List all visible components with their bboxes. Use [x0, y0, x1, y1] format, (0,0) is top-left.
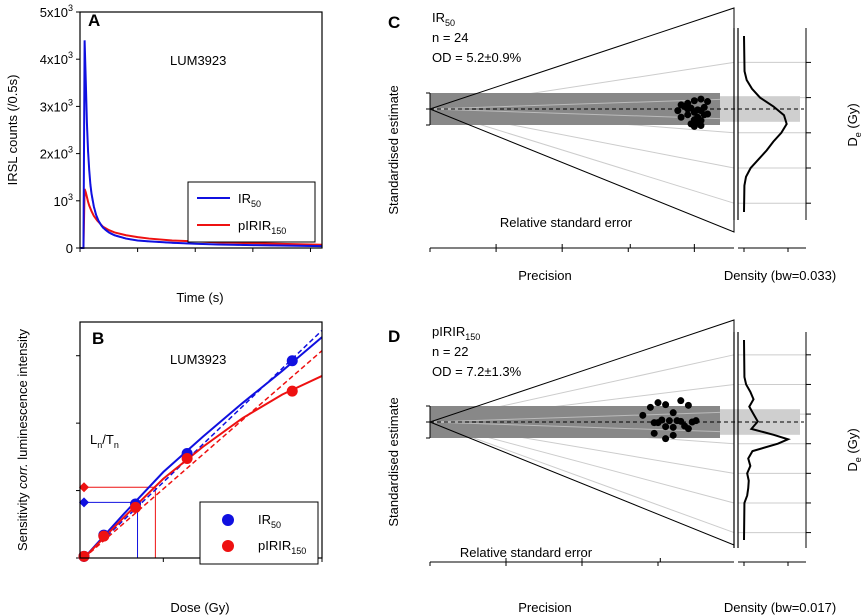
panel-b-lntn-marker-pirir150	[79, 482, 89, 493]
panel-d-title: pIRIR150	[432, 324, 480, 342]
panel-d-data-point	[684, 401, 692, 409]
panel-c-data-point	[684, 111, 692, 119]
panel-d-data-point	[684, 425, 692, 433]
panel-c-data-point	[694, 118, 702, 126]
panel-b-data-point-pirir150	[130, 501, 142, 513]
panel-b-sample-label: LUM3923	[170, 352, 226, 367]
panel-b-data-point-pirir150	[98, 530, 110, 542]
panel-d-y-axis-title: Standardised estimate	[386, 397, 401, 526]
panel-c-data-point	[690, 108, 698, 116]
panel-d-data-point	[646, 403, 654, 411]
panel-d-rse-title: Relative standard error	[460, 545, 593, 560]
panel-a-y-tick-label: 0	[66, 241, 73, 256]
panel-d-data-point	[669, 431, 677, 439]
panel-b-x-axis-title: Dose (Gy)	[170, 600, 229, 615]
panel-a-y-tick-label: 103	[54, 192, 73, 209]
panel-b-lntn-marker-ir50	[79, 497, 89, 508]
panel-b-data-point-ir50	[286, 355, 298, 367]
panel-a-legend-pirir150-label: pIRIR150	[238, 218, 286, 236]
panel-d-letter: D	[388, 327, 400, 346]
panel-b: B LUM3923 Ln/Tn Dose (Gy) Sensitivity co…	[15, 321, 323, 615]
panel-b-data-point-pirir150	[78, 550, 90, 562]
panel-a-y-tick-label: 2x103	[40, 145, 73, 162]
panel-b-legend: IR50 pIRIR150	[199, 501, 319, 565]
panel-b-legend-pirir150-label: pIRIR150	[258, 538, 306, 556]
panel-d-kde-curve	[743, 339, 791, 541]
panel-c-od-label: OD = 5.2±0.9%	[432, 50, 522, 65]
panel-c-z-axis-title: De (Gy)	[845, 103, 863, 146]
panel-b-legend-pirir150-marker	[222, 540, 234, 552]
panel-c: C IR50 n = 24 OD = 5.2±0.9% Standardised…	[386, 7, 863, 283]
panel-d-z-axis-title: De (Gy)	[845, 428, 863, 471]
panel-b-linear-fit-ir50	[83, 329, 323, 559]
panel-d-data-point	[654, 399, 662, 407]
panel-d-data-point	[639, 411, 647, 419]
panel-a: A 0 103 2x103 3x103 4x103 5x103 LUM3923 Time …	[5, 3, 323, 305]
panel-c-data-point	[704, 98, 712, 106]
panel-b-legend-ir50-label: IR50	[258, 512, 281, 530]
panel-d-precision-title: Precision	[518, 600, 571, 615]
panel-d-data-point	[677, 397, 685, 405]
panel-c-n-label: n = 24	[432, 30, 469, 45]
panel-d-data-point	[669, 423, 677, 431]
panel-c-band-ref-upper	[429, 98, 721, 110]
panel-c-letter: C	[388, 13, 400, 32]
panel-b-letter: B	[92, 329, 104, 348]
panel-a-letter: A	[88, 11, 100, 30]
panel-c-data-point	[684, 105, 692, 113]
panel-c-density-title: Density (bw=0.033)	[724, 268, 836, 283]
panel-c-data-point	[677, 113, 685, 121]
panel-c-y-axis-title: Standardised estimate	[386, 85, 401, 214]
panel-c-rse-title: Relative standard error	[500, 215, 633, 230]
panel-b-data-point-pirir150	[286, 385, 298, 397]
panel-a-y-axis-title: IRSL counts (/0.5s)	[5, 75, 20, 186]
panel-d-data-point	[669, 409, 677, 417]
panel-d-data-point	[662, 423, 670, 431]
panel-d-data-point	[662, 435, 670, 443]
panel-a-y-tick-label: 4x103	[40, 50, 73, 67]
panel-c-data-point	[690, 97, 698, 105]
panel-d-data-point	[677, 417, 685, 425]
panel-b-fit-curve-ir50	[83, 336, 323, 559]
panel-b-fit-curve-pirir150	[83, 375, 323, 559]
panel-b-legend-box	[199, 501, 319, 565]
panel-b-ln-tn-label: Ln/Tn	[90, 432, 119, 450]
panel-a-legend-box	[187, 181, 316, 243]
panel-a-series-fit-ir50	[85, 85, 323, 247]
panel-d-data-point	[692, 417, 700, 425]
panel-a-sample-label: LUM3923	[170, 53, 226, 68]
panel-a-frame	[79, 11, 323, 249]
panel-d-n-label: n = 22	[432, 344, 469, 359]
panel-c-data-point	[674, 107, 682, 115]
panel-c-title: IR50	[432, 10, 455, 28]
panel-d-data-point	[654, 419, 662, 427]
panel-a-x-axis-title: Time (s)	[176, 290, 223, 305]
panel-d-data-point	[665, 417, 673, 425]
panel-d-ref-line	[429, 421, 735, 534]
panel-d: D pIRIR150 n = 22 OD = 7.2±1.3% Standard…	[386, 319, 863, 615]
panel-b-y-axis-title: Sensitivity corr. luminescence intensity	[15, 328, 30, 551]
panel-a-legend: IR50 pIRIR150	[187, 181, 316, 243]
panel-d-data-point	[650, 429, 658, 437]
panel-d-density-title: Density (bw=0.017)	[724, 600, 836, 615]
panel-a-legend-ir50-label: IR50	[238, 191, 261, 209]
panel-a-y-tick-label: 3x103	[40, 97, 73, 114]
panel-b-legend-ir50-marker	[222, 514, 234, 526]
panel-c-precision-title: Precision	[518, 268, 571, 283]
panel-d-data-point	[662, 401, 670, 409]
panel-c-band-ref-lower	[429, 108, 721, 120]
panel-b-linear-fit-pirir150	[83, 350, 323, 559]
panel-c-data-point	[697, 95, 705, 103]
panel-d-od-label: OD = 7.2±1.3%	[432, 364, 522, 379]
panel-b-data-point-pirir150	[181, 453, 193, 465]
panel-c-kde-curve	[743, 35, 788, 213]
panel-c-data-point	[700, 111, 708, 119]
panel-a-y-tick-label: 5x103	[40, 3, 73, 20]
